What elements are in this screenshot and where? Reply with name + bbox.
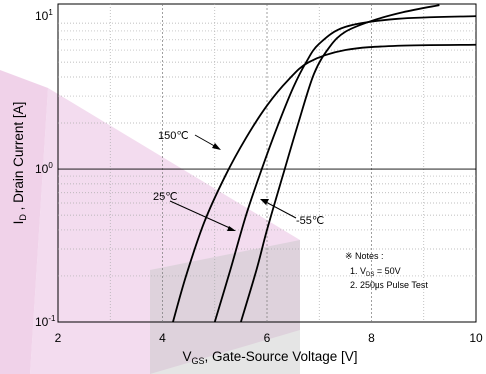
x-tick-label: 8 <box>368 331 375 345</box>
series-layer <box>172 4 477 323</box>
arrowhead-150c <box>212 143 221 150</box>
x-tick-label: 4 <box>159 331 166 345</box>
arrow-25c <box>169 200 233 230</box>
x-tick-label: 6 <box>264 331 271 345</box>
x-tick-label: 10 <box>469 331 483 345</box>
notes-line-2: 2. 250㎲ Pulse Test <box>350 280 428 291</box>
y-tick-label: 10-1 <box>35 314 56 329</box>
notes-heading: ※ Notes : <box>345 251 384 261</box>
label-minus55c: -55℃ <box>296 215 324 227</box>
y-tick-labels: 10-1 100 101 <box>35 8 56 329</box>
label-150c: 150℃ <box>158 130 189 142</box>
series-line-0 <box>172 43 477 323</box>
y-tick-label: 100 <box>35 161 53 176</box>
y-tick-label: 101 <box>35 8 53 23</box>
notes-box: ※ Notes : 1. VDS = 50V 2. 250㎲ Pulse Tes… <box>345 251 428 291</box>
x-tick-labels: 2 4 6 8 10 <box>55 331 483 345</box>
series-line-1 <box>213 15 477 323</box>
x-axis-title: VGS, Gate-Source Voltage [V] <box>182 349 357 366</box>
annotations: 150℃ 25℃ -55℃ <box>153 130 324 231</box>
x-tick-label: 2 <box>55 331 62 345</box>
y-axis-title: ID , Drain Current [A] <box>11 102 28 225</box>
grid <box>58 4 476 322</box>
arrowhead-25c <box>227 226 236 231</box>
notes-line-1: 1. VDS = 50V <box>350 266 401 278</box>
series-line-2 <box>240 4 440 323</box>
label-25c: 25℃ <box>153 191 178 203</box>
arrow-minus55c <box>263 200 297 219</box>
arrowhead-minus55c <box>260 199 269 205</box>
